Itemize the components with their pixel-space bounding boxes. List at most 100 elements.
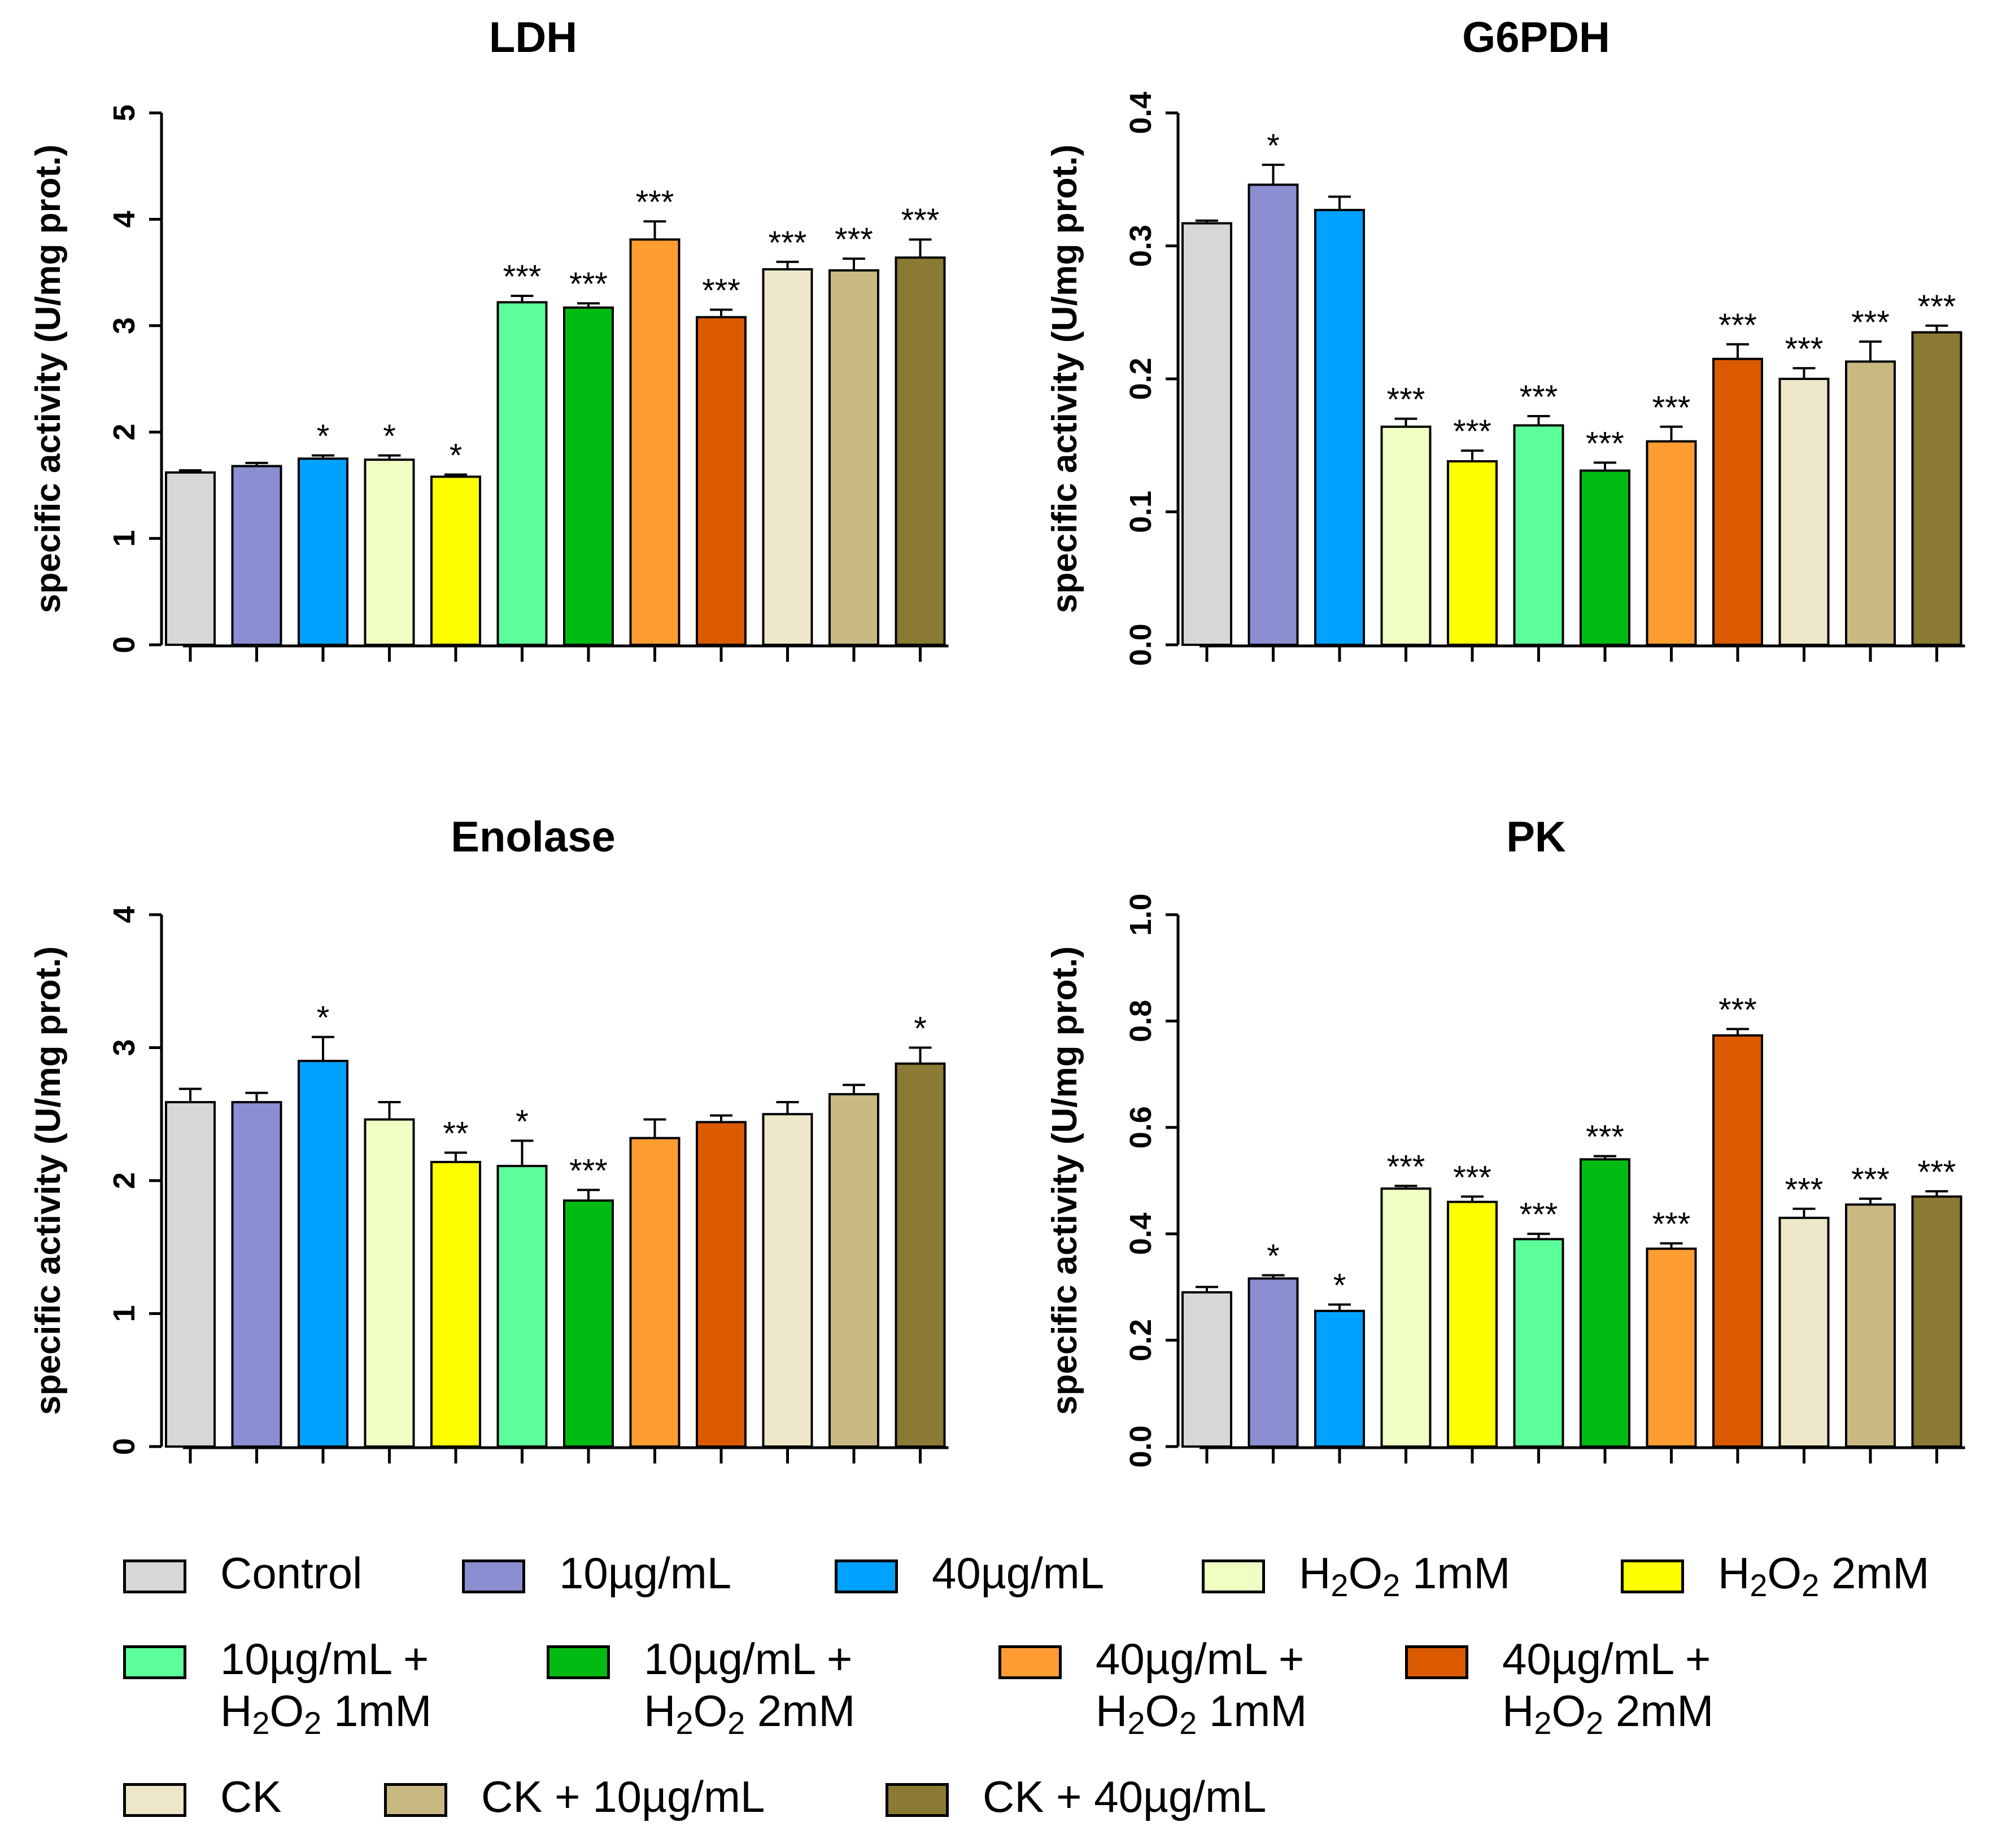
bar [1181,1291,1232,1448]
significance-label: *** [1718,307,1757,344]
y-axis-label: specific activity (U/mg prot.) [1045,145,1084,613]
y-tick-label: 0.2 [1124,1319,1158,1361]
bar [1646,1247,1697,1448]
bar [563,306,614,646]
significance-label: ** [443,1116,468,1152]
y-tick-label: 0.4 [1124,1213,1158,1255]
significance-label: *** [1918,1154,1956,1191]
y-tick-label: 0 [107,1438,141,1455]
bar [231,1101,282,1448]
y-tick-label: 1 [107,1305,141,1322]
bar [1712,1034,1763,1448]
bar [430,1161,481,1448]
chart-title: Enolase [451,813,615,861]
bar [1314,208,1365,646]
y-tick-label: 3 [107,317,141,334]
bar [1580,469,1630,646]
significance-label: *** [1520,1196,1558,1233]
significance-label: *** [1785,331,1824,368]
bar [1911,331,1962,646]
bar [1845,360,1896,646]
significance-label: *** [1918,289,1956,325]
significance-label: *** [1520,379,1558,416]
bar [1778,378,1830,646]
bar [762,1113,813,1448]
bar [1911,1195,1962,1448]
significance-label: *** [1785,1172,1824,1208]
y-tick-label: 0.1 [1124,491,1158,533]
y-tick-label: 1 [107,530,141,547]
significance-label: *** [1652,390,1691,426]
significance-label: *** [1851,1161,1890,1198]
significance-label: *** [702,273,740,309]
bar [165,471,216,646]
bar [1447,460,1498,646]
bar [1447,1200,1498,1448]
bar [1845,1203,1896,1448]
bar [364,1118,415,1448]
bar [629,1137,681,1448]
y-tick-label: 3 [107,1039,141,1056]
significance-label: * [317,418,330,455]
y-tick-label: 4 [107,906,141,923]
bar [828,269,879,646]
significance-label: * [1267,1238,1280,1275]
significance-label: *** [1586,425,1624,462]
bar [895,1062,946,1448]
y-tick-label: 5 [107,104,141,121]
chart-panel: PK specific activity (U/mg prot.) 0.0 0.2 0.… [1045,813,1965,1468]
y-axis-label: specific activity (U/mg prot.) [29,946,68,1415]
bar [496,1165,548,1448]
bar [1181,222,1232,646]
bar [828,1093,879,1448]
significance-label: * [450,438,463,474]
y-tick-label: 2 [107,423,141,440]
y-tick-label: 0.0 [1124,1425,1158,1467]
bar [1646,440,1697,646]
y-axis-label: specific activity (U/mg prot.) [1045,946,1084,1415]
bar [231,465,282,646]
chart-title: PK [1506,813,1566,861]
significance-label: *** [569,1152,608,1189]
chart-panel: Enolase specific activity (U/mg prot.) 0 1 2… [29,813,949,1463]
bar [762,268,813,646]
significance-label: *** [1718,992,1757,1029]
significance-label: * [1333,1267,1346,1304]
significance-label: * [914,1011,927,1047]
bar [165,1101,216,1448]
bar [1380,425,1432,646]
bar [1248,184,1299,646]
bar [696,316,747,646]
significance-label: *** [835,221,873,258]
bar [364,458,415,646]
bar [496,301,548,646]
bar [895,256,946,646]
significance-label: *** [1387,382,1425,418]
y-tick-label: 0.0 [1124,623,1158,666]
bar [1380,1187,1432,1448]
significance-label: *** [1453,413,1491,450]
y-tick-label: 0.6 [1124,1106,1158,1148]
y-tick-label: 2 [107,1172,141,1189]
bar [430,475,481,646]
significance-label: * [516,1103,529,1140]
y-tick-label: 4 [107,211,141,228]
significance-label: * [1267,128,1280,164]
significance-label: *** [636,184,674,221]
bar [1513,1238,1564,1448]
significance-label: *** [1453,1159,1491,1196]
significance-label: *** [1652,1206,1691,1243]
y-tick-label: 0.4 [1124,91,1158,134]
bar [696,1121,747,1448]
bar [298,1060,348,1448]
bar [1778,1216,1830,1448]
y-tick-label: 0 [107,636,141,653]
significance-label: * [317,1000,330,1037]
significance-label: *** [1586,1119,1624,1156]
significance-label: *** [901,202,940,239]
significance-label: *** [569,266,608,303]
bar [629,238,681,646]
y-tick-label: 1.0 [1124,893,1158,936]
y-tick-label: 0.2 [1124,357,1158,400]
